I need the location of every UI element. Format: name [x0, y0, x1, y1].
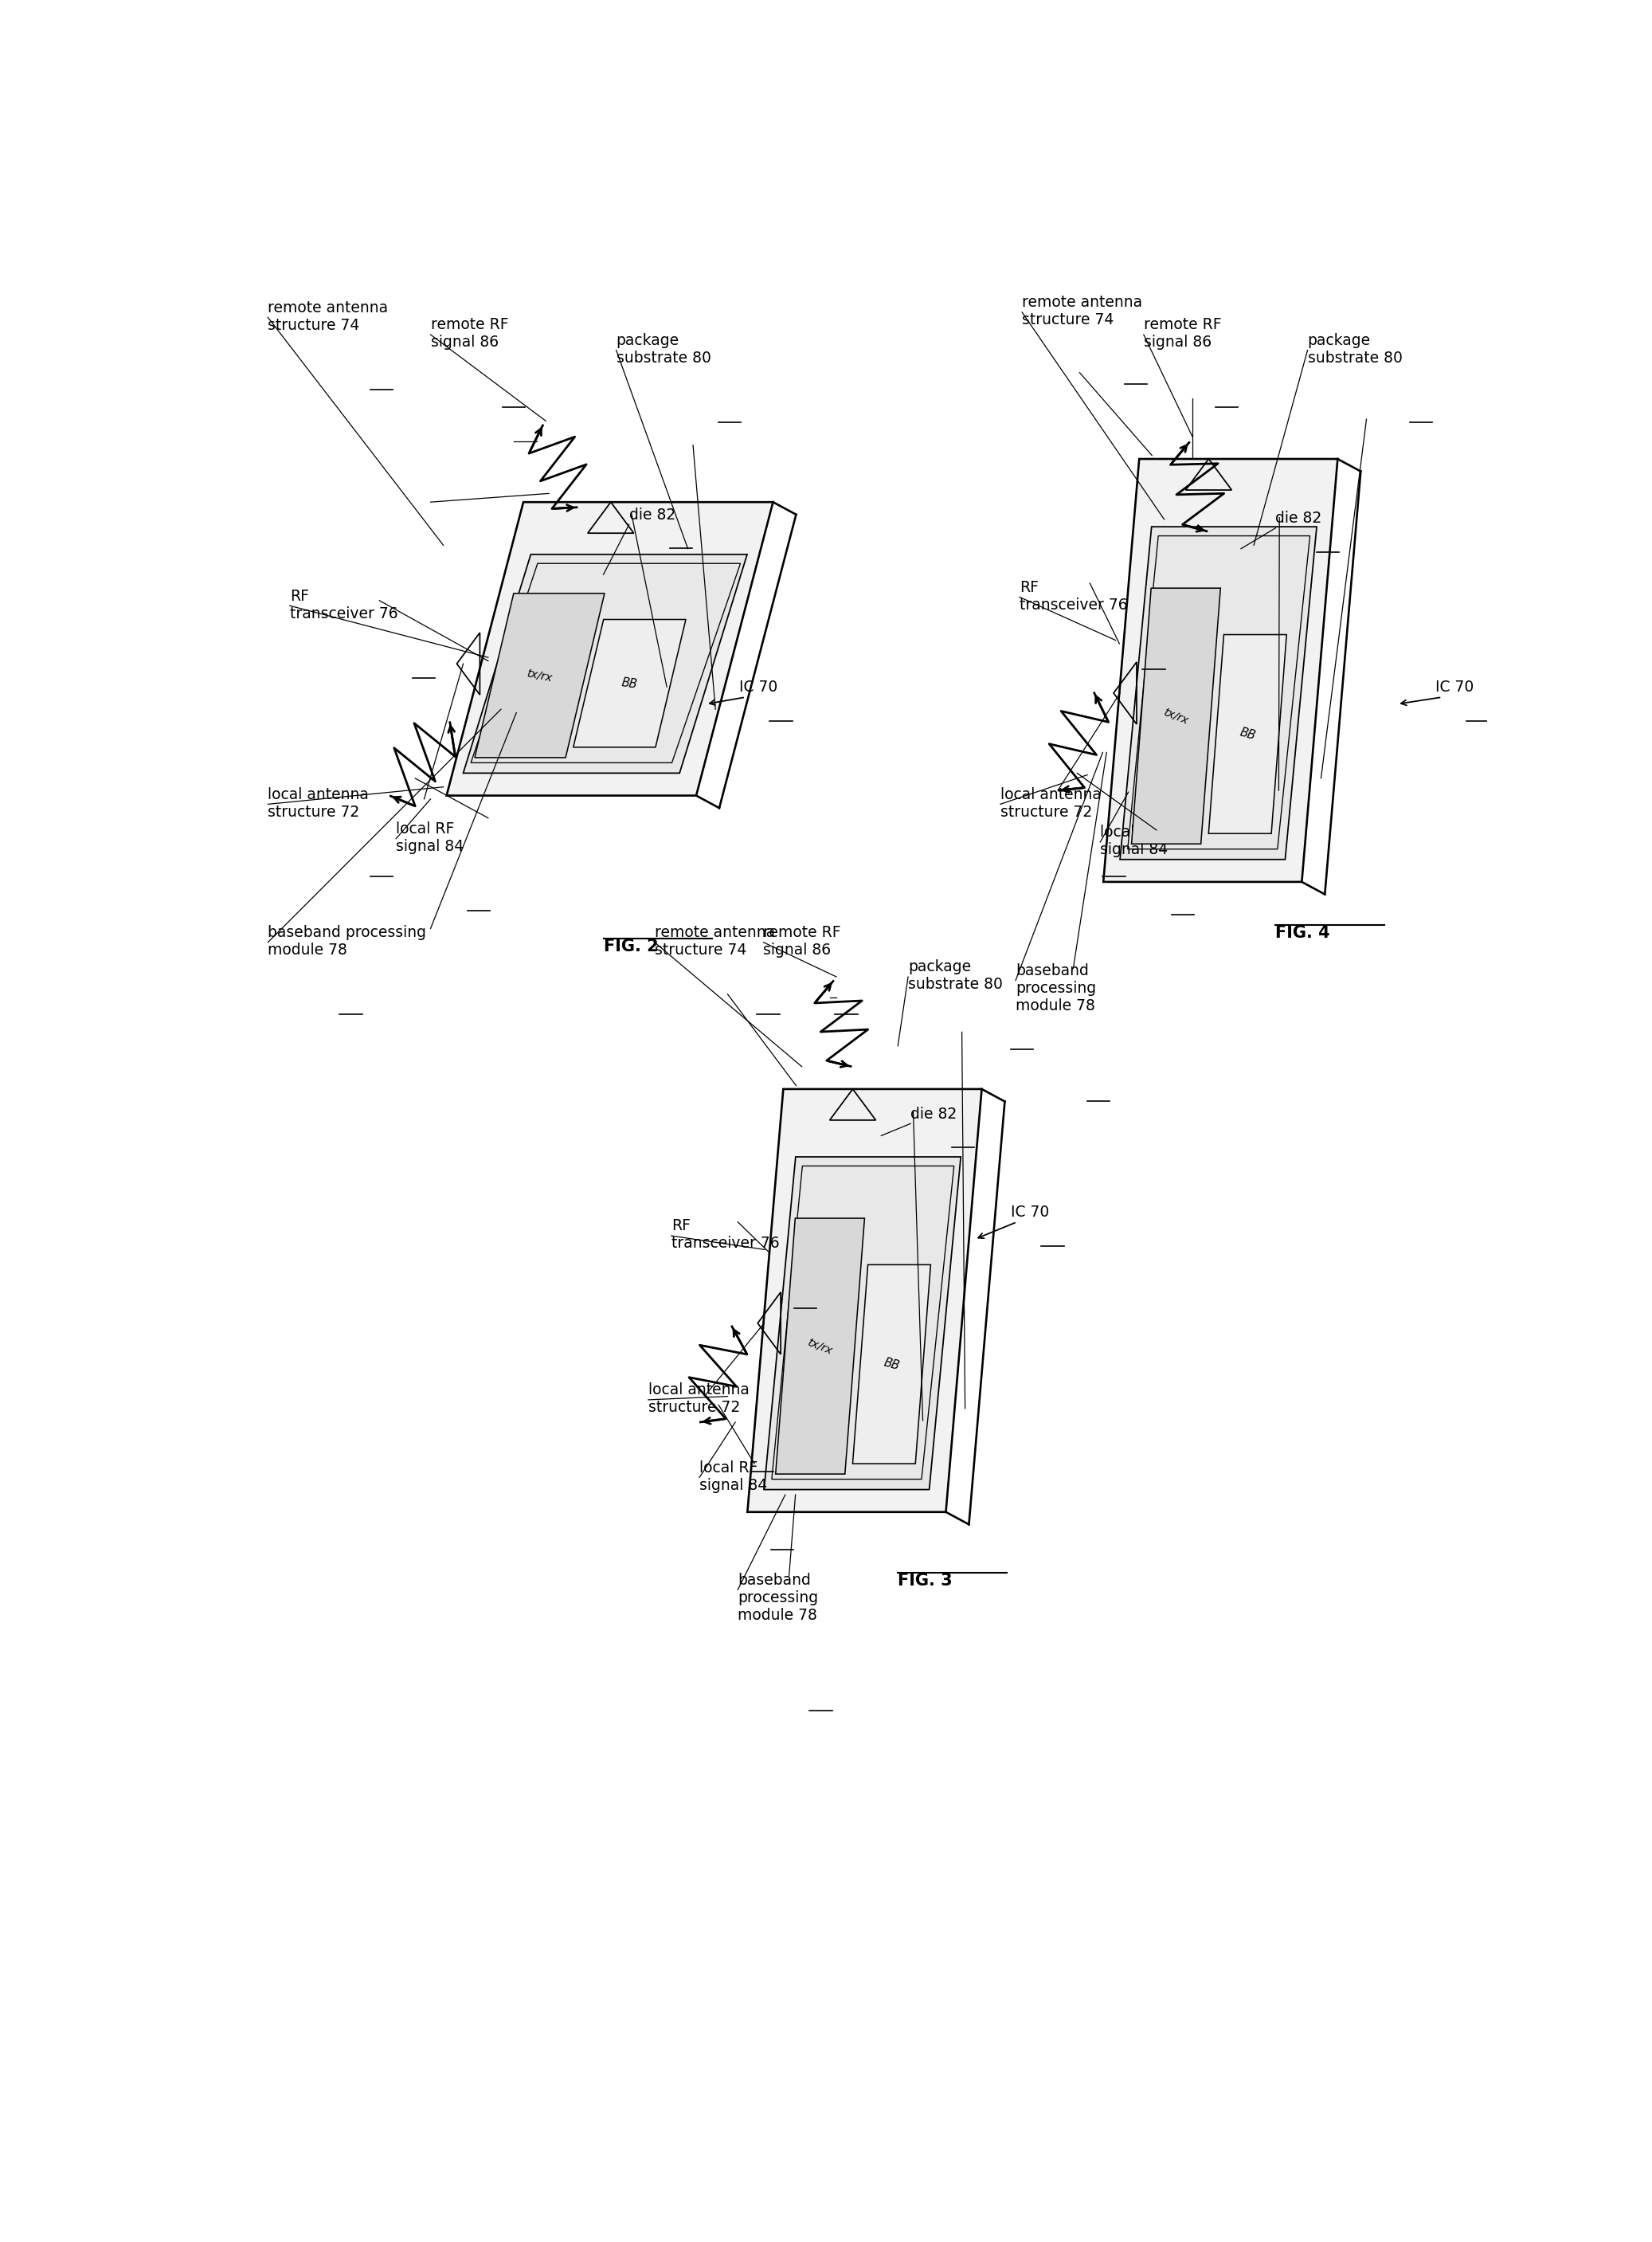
Text: BB: BB [621, 677, 638, 691]
Text: remote RF
signal 86: remote RF signal 86 [431, 318, 509, 350]
Text: local RF
signal 84: local RF signal 84 [1100, 825, 1168, 859]
Polygon shape [765, 1157, 961, 1489]
Text: tx/rx: tx/rx [1161, 706, 1189, 726]
Text: IC 70: IC 70 [738, 679, 778, 695]
Text: RF
transceiver 76: RF transceiver 76 [289, 587, 398, 621]
Polygon shape [573, 619, 686, 747]
Text: local antenna
structure 72: local antenna structure 72 [648, 1383, 750, 1415]
Text: remote RF
signal 86: remote RF signal 86 [763, 926, 841, 957]
Text: RF
transceiver 76: RF transceiver 76 [1019, 581, 1128, 612]
Text: remote antenna
structure 74: remote antenna structure 74 [1023, 296, 1143, 327]
Text: RF
transceiver 76: RF transceiver 76 [671, 1220, 780, 1251]
Text: local antenna
structure 72: local antenna structure 72 [1001, 787, 1102, 821]
Text: local antenna
structure 72: local antenna structure 72 [268, 787, 368, 821]
Text: package
substrate 80: package substrate 80 [909, 960, 1003, 993]
Text: FIG. 4: FIG. 4 [1275, 926, 1330, 942]
Polygon shape [747, 1090, 981, 1511]
Text: package
substrate 80: package substrate 80 [1308, 332, 1403, 365]
Polygon shape [474, 594, 605, 758]
Text: BB: BB [882, 1356, 900, 1372]
Polygon shape [775, 1217, 864, 1473]
Text: die 82: die 82 [910, 1105, 957, 1121]
Text: tx/rx: tx/rx [525, 668, 553, 684]
Polygon shape [1132, 587, 1221, 843]
Polygon shape [1120, 527, 1317, 859]
Text: FIG. 3: FIG. 3 [899, 1572, 953, 1587]
Text: IC 70: IC 70 [1011, 1204, 1049, 1220]
Text: baseband
processing
module 78: baseband processing module 78 [1016, 964, 1097, 1013]
Polygon shape [1209, 634, 1287, 834]
Text: remote RF
signal 86: remote RF signal 86 [1143, 318, 1221, 350]
Text: baseband processing
module 78: baseband processing module 78 [268, 926, 426, 957]
Text: remote antenna
structure 74: remote antenna structure 74 [654, 926, 775, 957]
Text: die 82: die 82 [629, 507, 676, 522]
Text: baseband
processing
module 78: baseband processing module 78 [738, 1572, 818, 1623]
Text: remote antenna
structure 74: remote antenna structure 74 [268, 300, 388, 332]
Text: local RF
signal 84: local RF signal 84 [699, 1460, 767, 1493]
Polygon shape [463, 554, 747, 773]
Polygon shape [1104, 460, 1338, 881]
Text: FIG. 2: FIG. 2 [603, 939, 657, 955]
Text: tx/rx: tx/rx [806, 1336, 834, 1356]
Text: IC 70: IC 70 [1436, 679, 1474, 695]
Text: package
substrate 80: package substrate 80 [616, 332, 710, 365]
Text: local RF
signal 84: local RF signal 84 [396, 821, 464, 854]
Polygon shape [446, 502, 773, 796]
Polygon shape [852, 1264, 930, 1464]
Text: die 82: die 82 [1275, 511, 1322, 527]
Text: BB: BB [1239, 726, 1257, 742]
